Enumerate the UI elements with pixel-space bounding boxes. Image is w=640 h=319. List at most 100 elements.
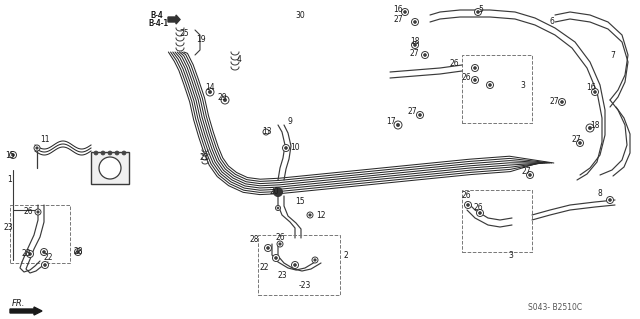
Text: 15: 15 xyxy=(5,151,15,160)
Circle shape xyxy=(586,124,594,132)
Circle shape xyxy=(527,172,534,179)
Text: 4: 4 xyxy=(237,56,242,64)
Circle shape xyxy=(559,99,566,106)
Circle shape xyxy=(221,96,229,104)
Text: B-4-1: B-4-1 xyxy=(148,19,168,28)
Text: 22: 22 xyxy=(44,254,54,263)
Circle shape xyxy=(307,212,313,218)
Text: S043- B2510C: S043- B2510C xyxy=(528,303,582,313)
Circle shape xyxy=(477,11,479,13)
Circle shape xyxy=(294,263,296,266)
Bar xyxy=(91,152,129,184)
Circle shape xyxy=(412,19,419,26)
Circle shape xyxy=(309,214,311,216)
Text: 26: 26 xyxy=(462,190,472,199)
Circle shape xyxy=(26,250,33,257)
Text: 16: 16 xyxy=(586,84,596,93)
Text: 27: 27 xyxy=(572,136,582,145)
Circle shape xyxy=(479,211,481,214)
Text: 2: 2 xyxy=(343,250,348,259)
Text: 6: 6 xyxy=(550,18,555,26)
Circle shape xyxy=(277,241,283,247)
Text: B-4: B-4 xyxy=(150,11,163,19)
Text: 21: 21 xyxy=(200,153,209,162)
Circle shape xyxy=(529,174,531,176)
Text: 27: 27 xyxy=(522,167,532,176)
Text: 16: 16 xyxy=(393,5,403,14)
Circle shape xyxy=(486,81,493,88)
Circle shape xyxy=(267,247,269,249)
Circle shape xyxy=(273,255,280,262)
Circle shape xyxy=(74,249,81,256)
Circle shape xyxy=(465,202,472,209)
Circle shape xyxy=(12,154,15,156)
Circle shape xyxy=(561,100,563,103)
Circle shape xyxy=(474,67,476,70)
Text: B-4: B-4 xyxy=(150,11,163,19)
Circle shape xyxy=(417,112,424,118)
Circle shape xyxy=(413,44,417,46)
Bar xyxy=(258,235,340,295)
Circle shape xyxy=(467,204,469,206)
Bar xyxy=(10,205,70,263)
Circle shape xyxy=(99,157,121,179)
Circle shape xyxy=(607,197,614,204)
Circle shape xyxy=(588,126,591,130)
Circle shape xyxy=(34,145,40,151)
Text: 7: 7 xyxy=(610,50,615,60)
Text: 8: 8 xyxy=(598,189,603,198)
Circle shape xyxy=(29,253,31,256)
Circle shape xyxy=(488,84,492,86)
Circle shape xyxy=(396,123,399,127)
Text: 20: 20 xyxy=(270,188,280,197)
Circle shape xyxy=(285,147,287,149)
Circle shape xyxy=(424,54,426,56)
Circle shape xyxy=(394,121,402,129)
Circle shape xyxy=(477,210,483,217)
Text: 28: 28 xyxy=(250,235,259,244)
Circle shape xyxy=(412,41,419,48)
Circle shape xyxy=(263,129,269,135)
Text: 26: 26 xyxy=(24,207,34,217)
Circle shape xyxy=(209,90,212,93)
Text: 27: 27 xyxy=(410,49,420,58)
Text: 9: 9 xyxy=(288,117,293,127)
Circle shape xyxy=(122,151,126,155)
Text: 10: 10 xyxy=(290,144,300,152)
Circle shape xyxy=(609,199,611,201)
Circle shape xyxy=(472,64,479,71)
Text: 27: 27 xyxy=(550,98,559,107)
Circle shape xyxy=(577,139,584,146)
Circle shape xyxy=(312,257,318,263)
Circle shape xyxy=(36,211,39,213)
Circle shape xyxy=(474,9,481,16)
Text: 14: 14 xyxy=(205,84,214,93)
Text: 18: 18 xyxy=(410,38,419,47)
Text: 1: 1 xyxy=(7,175,12,184)
Circle shape xyxy=(10,152,17,159)
Text: 12: 12 xyxy=(316,211,326,219)
Circle shape xyxy=(94,151,98,155)
Polygon shape xyxy=(10,307,42,315)
Circle shape xyxy=(40,249,47,256)
Circle shape xyxy=(591,88,598,95)
Text: 3: 3 xyxy=(508,250,513,259)
Circle shape xyxy=(275,205,280,211)
Circle shape xyxy=(404,11,406,13)
Text: 13: 13 xyxy=(262,128,271,137)
Circle shape xyxy=(77,251,79,253)
Circle shape xyxy=(273,188,282,197)
Circle shape xyxy=(264,244,271,251)
Text: -23: -23 xyxy=(299,280,312,290)
Circle shape xyxy=(472,77,479,84)
Text: 26: 26 xyxy=(450,58,460,68)
Text: 5: 5 xyxy=(478,5,483,14)
Circle shape xyxy=(108,151,112,155)
Circle shape xyxy=(277,207,279,209)
Circle shape xyxy=(474,78,476,81)
Circle shape xyxy=(115,151,119,155)
Circle shape xyxy=(44,263,46,266)
Circle shape xyxy=(314,259,316,261)
Text: 3: 3 xyxy=(520,80,525,90)
Text: 29: 29 xyxy=(218,93,228,102)
